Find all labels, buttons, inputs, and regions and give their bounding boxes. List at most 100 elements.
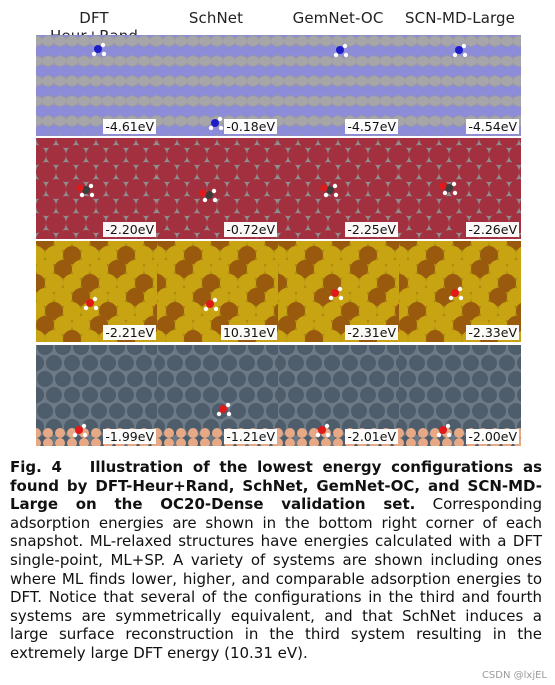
surface-atom	[445, 387, 461, 403]
surface-atom	[187, 145, 207, 165]
surface-atom	[447, 35, 459, 37]
surface-atom	[135, 274, 153, 292]
surface-atom	[465, 36, 477, 46]
surface-atom	[517, 356, 521, 370]
surface-atom	[167, 145, 187, 165]
energy-label: -0.72eV	[224, 222, 277, 237]
surface-atom	[297, 403, 313, 419]
surface-atom	[494, 65, 508, 77]
surface-atom	[459, 138, 479, 148]
surface-atom	[107, 45, 121, 57]
surface-atom	[378, 138, 398, 148]
surface-atom	[296, 288, 314, 306]
surface-atom	[501, 36, 513, 46]
surface-atom	[45, 302, 63, 320]
surface-atom	[325, 125, 339, 136]
surface-atom	[454, 428, 464, 438]
surface-atom	[408, 330, 426, 342]
surface-atom	[257, 355, 273, 371]
surface-atom	[359, 246, 377, 264]
surface-atom	[358, 196, 378, 216]
adsorbate-atom	[212, 297, 218, 303]
surface-atom	[212, 428, 222, 438]
surface-atom	[264, 65, 278, 77]
surface-atom	[138, 56, 150, 66]
surface-atom	[278, 145, 288, 165]
surface-atom	[419, 162, 439, 182]
surface-atom	[289, 65, 303, 77]
surface-atom	[436, 371, 452, 387]
surface-atom	[166, 330, 184, 342]
surface-atom	[386, 260, 400, 278]
surface-atom	[46, 387, 62, 403]
surface-atom	[265, 288, 279, 306]
surface-atom	[337, 65, 351, 77]
surface-atom	[386, 288, 400, 306]
surface-atom	[513, 56, 521, 66]
surface-atom	[489, 179, 509, 199]
surface-atom	[296, 76, 308, 86]
surface-atom	[323, 274, 341, 292]
surface-atom	[426, 274, 444, 292]
surface-atom	[356, 36, 368, 46]
surface-atom	[399, 179, 409, 199]
surface-atom	[119, 45, 133, 57]
snapshot-panel: 10.31eV	[157, 241, 279, 342]
surface-atom	[157, 145, 167, 165]
adsorbate-atom	[337, 286, 343, 292]
surface-atom	[470, 105, 484, 117]
surface-atom	[167, 355, 183, 371]
surface-atom	[223, 96, 235, 106]
adsorbate-atom	[324, 423, 330, 429]
surface-atom	[36, 274, 45, 292]
surface-atom	[417, 76, 429, 86]
surface-atom	[318, 162, 338, 182]
surface-atom	[86, 213, 106, 233]
surface-atom	[318, 138, 338, 148]
surface-atom	[235, 56, 247, 66]
surface-atom	[400, 371, 416, 387]
surface-atom	[441, 116, 453, 126]
surface-atom	[177, 138, 197, 148]
surface-atom	[296, 36, 308, 46]
surface-atom	[119, 65, 133, 77]
surface-atom	[519, 35, 521, 36]
surface-atom	[229, 260, 247, 278]
surface-atom	[490, 403, 506, 419]
adsorbate-atom	[323, 192, 329, 198]
surface-atom	[279, 403, 295, 419]
surface-atom	[36, 56, 42, 66]
surface-atom	[157, 355, 165, 371]
surface-atom	[351, 371, 367, 387]
snapshot-panel: -4.54eV	[399, 35, 521, 136]
surface-atom	[301, 65, 315, 77]
surface-atom	[96, 196, 116, 216]
surface-atom	[90, 96, 102, 106]
surface-atom	[313, 85, 327, 97]
snapshot-panel: -2.33eV	[399, 241, 521, 342]
surface-atom	[240, 65, 254, 77]
adsorbate-atom	[343, 52, 349, 58]
surface-atom	[435, 260, 453, 278]
surface-atom	[333, 345, 349, 355]
surface-atom	[175, 288, 193, 306]
surface-atom	[157, 246, 166, 264]
surface-atom	[36, 96, 42, 106]
surface-atom	[324, 355, 340, 371]
surface-atom	[399, 65, 412, 77]
surface-atom	[482, 105, 496, 117]
surface-atom	[320, 116, 332, 126]
surface-atom	[131, 45, 145, 57]
surface-atom	[308, 36, 320, 46]
surface-atom	[91, 345, 107, 355]
surface-atom	[216, 65, 230, 77]
surface-atom	[143, 45, 157, 57]
surface-atom	[441, 36, 453, 46]
surface-atom	[167, 213, 187, 233]
surface-atom	[399, 116, 405, 126]
surface-atom	[313, 105, 327, 117]
surface-atom	[82, 387, 98, 403]
surface-atom	[216, 45, 230, 57]
surface-atom	[47, 105, 61, 117]
column-header-gemnet: GemNet-OC	[292, 9, 384, 27]
